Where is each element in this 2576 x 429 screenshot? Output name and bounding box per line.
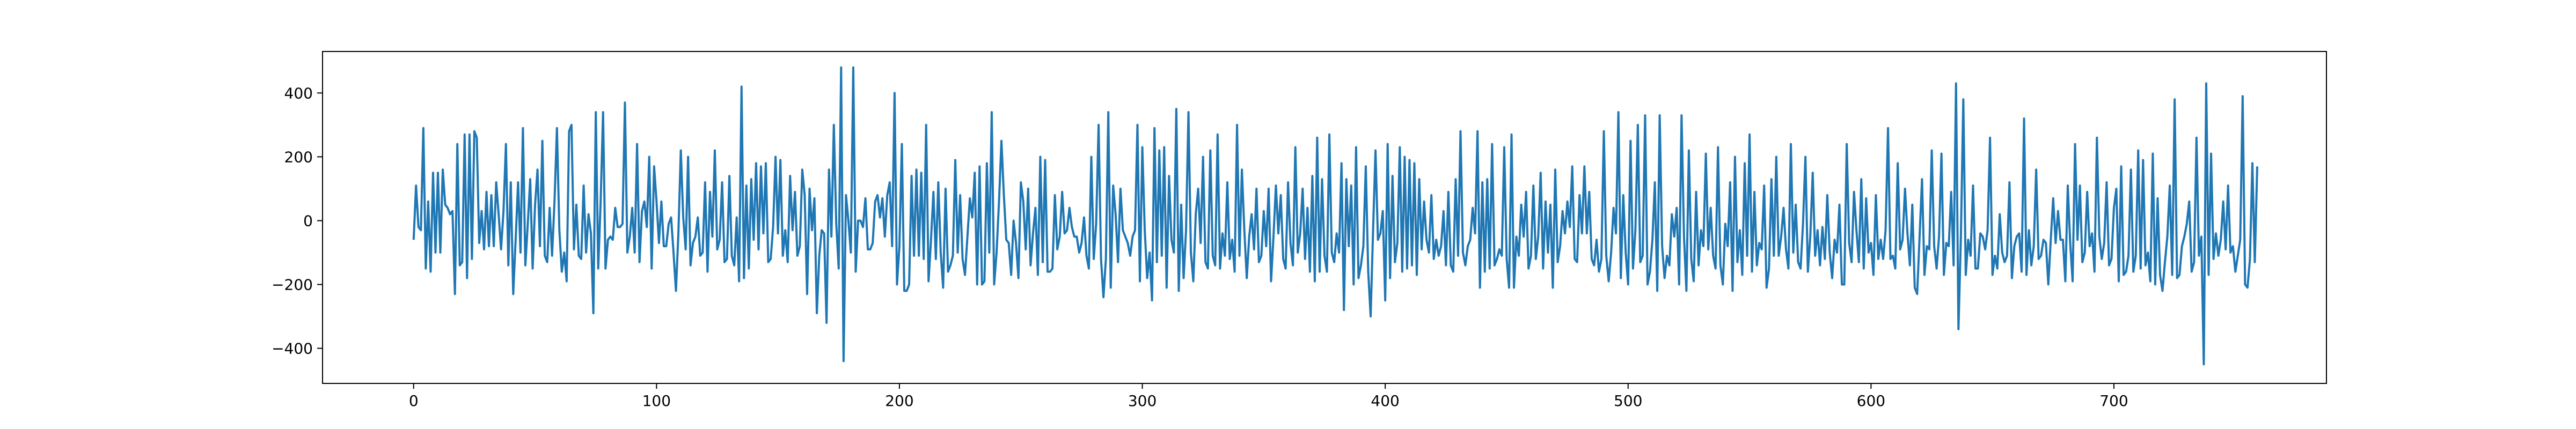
y-tick-label: 200 (284, 148, 313, 166)
y-tick-label: 400 (284, 84, 313, 102)
plot-layer (412, 66, 2259, 366)
x-tick-label: 0 (409, 392, 419, 410)
y-tick-label: −200 (272, 276, 313, 293)
x-tick-label: 400 (1371, 392, 1399, 410)
series-line (412, 66, 2259, 366)
y-tick-label: −400 (272, 340, 313, 358)
y-tick-label: 0 (303, 212, 313, 230)
x-tick-label: 700 (2099, 392, 2128, 410)
axes-frame (322, 51, 2327, 384)
x-tick-label: 500 (1614, 392, 1642, 410)
x-tick-label: 600 (1857, 392, 1885, 410)
x-tick-label: 100 (642, 392, 671, 410)
x-tick-label: 300 (1128, 392, 1157, 410)
x-tick-label: 200 (885, 392, 913, 410)
tick-layer: 0 100 200 300 400 500 600 700 −400 −200 0 200 400 (272, 84, 2128, 410)
